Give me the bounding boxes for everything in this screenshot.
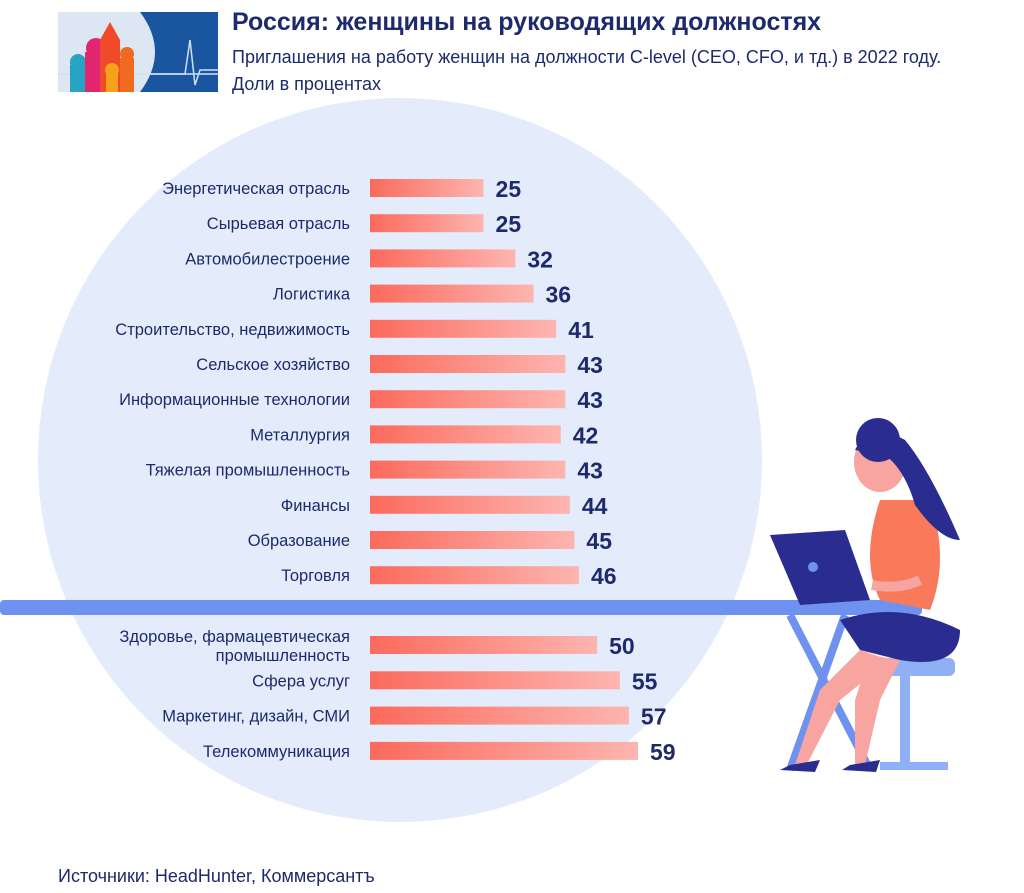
bar [370,706,629,725]
data-label: 59 [650,739,676,765]
bar [370,319,557,338]
category-label: Торговля [281,567,350,585]
bar [370,355,566,373]
data-label: 44 [582,493,608,519]
category-label: Финансы [281,497,350,515]
category-label: Автомобилестроение [185,250,350,268]
category-label: Телекоммуникация [203,743,350,761]
category-label: Строительство, недвижимость [115,321,350,339]
category-label: Металлургия [250,426,350,444]
data-label: 43 [577,387,603,413]
data-label: 57 [641,704,667,730]
data-label: 36 [546,282,572,308]
category-label: Логистика [273,286,351,304]
category-label: Маркетинг, дизайн, СМИ [162,708,350,726]
category-label: Сырьевая отрасль [207,215,350,233]
chart-subtitle: Приглашения на работу женщин на должност… [232,47,942,94]
category-label: Здоровье, фармацевтическая промышленность [119,628,350,665]
woman-illustration [770,418,960,772]
bar [370,284,534,303]
category-label: Сфера услуг [252,672,350,690]
category-label: Образование [248,532,350,550]
bar [370,741,638,760]
bar [370,495,570,514]
bar [370,390,566,409]
desk-band [0,600,922,615]
logo [58,12,218,92]
category-label: Информационные технологии [119,391,350,409]
data-label: 25 [496,176,522,202]
chart-title: Россия: женщины на руководящих должностя… [232,8,822,36]
data-label: 41 [568,317,594,343]
bar [370,249,516,268]
bar [370,179,484,197]
category-label: Энергетическая отрасль [162,180,350,198]
bar [370,460,566,479]
bar [370,531,575,549]
data-label: 32 [527,246,553,272]
source-note: Источники: HeadHunter, Коммерсантъ [58,866,375,886]
category-label: Тяжелая промышленность [146,462,350,480]
data-label: 43 [577,352,603,378]
bar [370,425,561,444]
bar [370,636,598,654]
data-label: 55 [632,668,658,694]
category-label: Сельское хозяйство [196,356,350,374]
bar [370,671,620,690]
data-label: 50 [609,633,635,659]
data-label: 43 [577,458,603,484]
data-label: 45 [586,528,612,554]
bar [370,566,579,585]
bar [370,214,484,233]
data-label: 46 [591,563,617,589]
data-label: 25 [496,211,522,237]
data-label: 42 [573,422,599,448]
